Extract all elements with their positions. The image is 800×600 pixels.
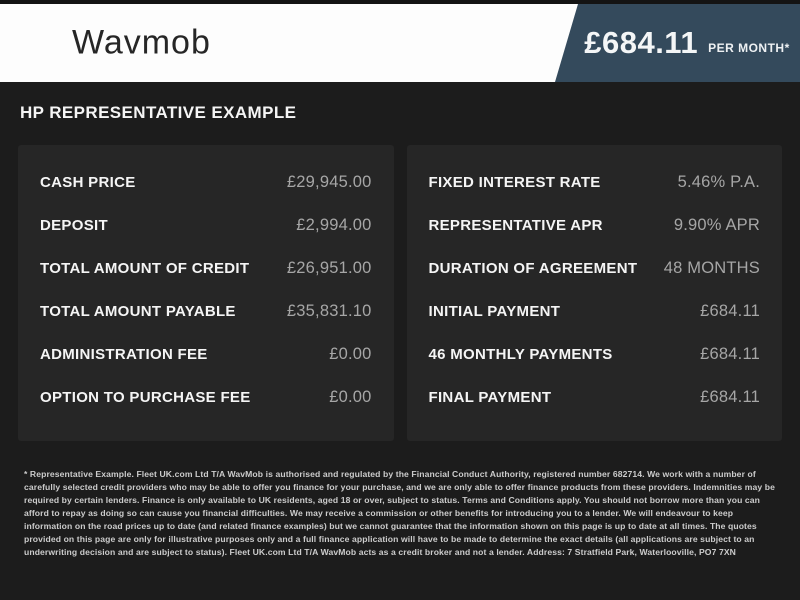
wavmob-logo[interactable]: Wavmob xyxy=(72,23,211,62)
finance-row-final-payment: FINAL PAYMENT £684.11 xyxy=(429,376,761,419)
finance-row-label: TOTAL AMOUNT PAYABLE xyxy=(40,303,236,320)
finance-row-value: £0.00 xyxy=(329,345,372,363)
finance-row-cash-price: CASH PRICE £29,945.00 xyxy=(40,161,372,204)
monthly-price: £684.11 xyxy=(584,25,699,60)
finance-row-value: £684.11 xyxy=(700,388,760,406)
finance-row-monthly-payments: 46 MONTHLY PAYMENTS £684.11 xyxy=(429,333,761,376)
finance-row-label: DURATION OF AGREEMENT xyxy=(428,260,638,277)
finance-row-value: £29,945.00 xyxy=(286,173,372,191)
finance-panels: CASH PRICE £29,945.00 DEPOSIT £2,994.00 … xyxy=(18,145,782,441)
finance-row-label: ADMINISTRATION FEE xyxy=(40,346,208,363)
finance-row-label: FINAL PAYMENT xyxy=(428,389,552,406)
finance-row-label: INITIAL PAYMENT xyxy=(428,303,561,320)
finance-row-value: 5.46% P.A. xyxy=(677,173,760,191)
finance-row-total-credit: TOTAL AMOUNT OF CREDIT £26,951.00 xyxy=(40,247,372,290)
finance-row-label: FIXED INTEREST RATE xyxy=(428,174,601,191)
finance-row-label: DEPOSIT xyxy=(40,217,108,234)
finance-row-duration: DURATION OF AGREEMENT 48 MONTHS xyxy=(429,247,761,290)
page-title: HP REPRESENTATIVE EXAMPLE xyxy=(20,103,297,122)
price-banner: £684.11 PER MONTH* xyxy=(555,4,800,82)
finance-row-label: 46 MONTHLY PAYMENTS xyxy=(428,346,613,363)
finance-row-value: 48 MONTHS xyxy=(663,259,760,277)
disclaimer-text: * Representative Example. Fleet UK.com L… xyxy=(24,469,775,557)
finance-row-deposit: DEPOSIT £2,994.00 xyxy=(40,204,372,247)
finance-row-label: OPTION TO PURCHASE FEE xyxy=(40,389,251,406)
finance-row-purchase-fee: OPTION TO PURCHASE FEE £0.00 xyxy=(40,376,372,419)
finance-row-label: TOTAL AMOUNT OF CREDIT xyxy=(40,260,250,277)
finance-row-initial-payment: INITIAL PAYMENT £684.11 xyxy=(429,290,761,333)
finance-row-value: £35,831.10 xyxy=(286,302,372,320)
finance-row-label: CASH PRICE xyxy=(40,174,136,191)
finance-row-value: £2,994.00 xyxy=(296,216,372,234)
finance-row-apr: REPRESENTATIVE APR 9.90% APR xyxy=(429,204,761,247)
finance-row-value: £684.11 xyxy=(700,302,760,320)
price-period-label: PER MONTH* xyxy=(708,41,790,55)
finance-row-value: £26,951.00 xyxy=(286,259,372,277)
finance-row-label: REPRESENTATIVE APR xyxy=(428,217,603,234)
finance-panel-left: CASH PRICE £29,945.00 DEPOSIT £2,994.00 … xyxy=(18,145,394,441)
finance-row-value: £684.11 xyxy=(700,345,760,363)
header: Wavmob £684.11 PER MONTH* xyxy=(0,4,800,82)
finance-row-admin-fee: ADMINISTRATION FEE £0.00 xyxy=(40,333,372,376)
finance-row-total-payable: TOTAL AMOUNT PAYABLE £35,831.10 xyxy=(40,290,372,333)
main-content: HP REPRESENTATIVE EXAMPLE CASH PRICE £29… xyxy=(0,82,800,559)
top-strip xyxy=(0,0,800,4)
finance-row-interest-rate: FIXED INTEREST RATE 5.46% P.A. xyxy=(429,161,761,204)
finance-row-value: 9.90% APR xyxy=(673,216,760,234)
finance-panel-right: FIXED INTEREST RATE 5.46% P.A. REPRESENT… xyxy=(406,145,782,441)
finance-row-value: £0.00 xyxy=(329,388,372,406)
